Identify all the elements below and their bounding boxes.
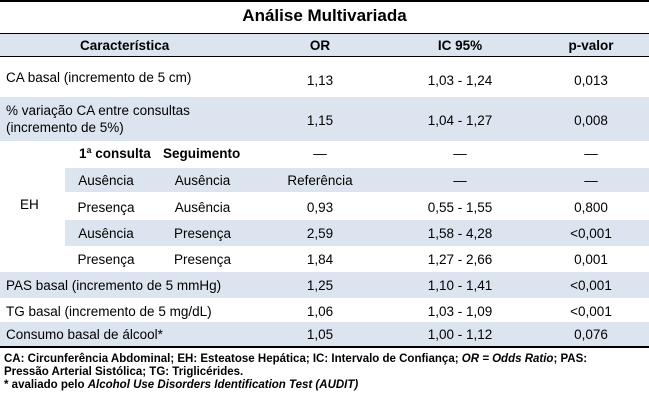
tg-ic: 1,03 - 1,09 bbox=[427, 304, 493, 319]
tg-p: <0,001 bbox=[570, 304, 612, 319]
eh-row-bg-3 bbox=[65, 220, 649, 246]
footnote-line3: * avaliado pelo Alcohol Use Disorders Id… bbox=[4, 379, 644, 392]
alcool-ic: 1,00 - 1,12 bbox=[427, 327, 493, 342]
eh-row4-follow: Presença bbox=[173, 252, 232, 267]
header-row bbox=[0, 34, 649, 56]
eh-row1-or: Referência bbox=[287, 173, 353, 188]
eh-row2-first: Presença bbox=[77, 200, 135, 215]
ca-basal-ic: 1,03 - 1,24 bbox=[427, 73, 493, 88]
eh-row2-or: 0,93 bbox=[306, 200, 334, 215]
footnote-line1: CA: Circunferência Abdominal; EH: Esteat… bbox=[4, 353, 644, 366]
footnote-audit-prefix: * avaliado pelo bbox=[4, 379, 88, 391]
alcool-or: 1,05 bbox=[306, 327, 334, 342]
eh-row4-or: 1,84 bbox=[306, 252, 334, 267]
header-rule bbox=[0, 56, 649, 57]
eh-row4-p: 0,001 bbox=[574, 252, 608, 267]
header-ic: IC 95% bbox=[437, 38, 483, 53]
eh-row1-follow: Ausência bbox=[174, 173, 231, 188]
ca-basal-label: CA basal (incremento de 5 cm) bbox=[6, 70, 192, 85]
pas-ic: 1,10 - 1,41 bbox=[427, 278, 493, 293]
table-title: Análise Multivariada bbox=[242, 6, 407, 25]
tg-or: 1,06 bbox=[306, 304, 334, 319]
eh-row4-first: Presença bbox=[77, 252, 135, 267]
ca-var-label-line2: (incremento de 5%) bbox=[6, 120, 124, 135]
eh-row3-follow: Presença bbox=[173, 226, 232, 241]
alcool-row bbox=[0, 322, 649, 346]
eh-row3-p: <0,001 bbox=[570, 226, 612, 241]
eh-label: EH bbox=[20, 197, 39, 212]
eh-row2-follow: Ausência bbox=[174, 200, 231, 215]
eh-subheader-first: 1ª consulta bbox=[79, 146, 151, 161]
pas-p: <0,001 bbox=[570, 278, 612, 293]
header-pvalue: p-valor bbox=[568, 38, 614, 53]
eh-row3-first: Ausência bbox=[78, 226, 134, 241]
footnote-pas-text: ; PAS: bbox=[553, 353, 588, 365]
footnote-line2: Pressão Arterial Sistólica; TG: Triglicé… bbox=[4, 366, 244, 378]
eh-row-bg-1 bbox=[65, 168, 649, 192]
pas-label: PAS basal (incremento de 5 mmHg) bbox=[6, 278, 222, 293]
ca-var-ic: 1,04 - 1,27 bbox=[427, 113, 493, 128]
eh-header-ic: — bbox=[453, 146, 467, 161]
eh-subheader-follow: Seguimento bbox=[163, 146, 241, 161]
ca-var-or: 1,15 bbox=[306, 113, 334, 128]
eh-row1-ic: — bbox=[453, 173, 467, 188]
pas-row bbox=[0, 272, 649, 298]
eh-row2-ic: 0,55 - 1,55 bbox=[427, 200, 493, 215]
top-rule bbox=[0, 0, 649, 2]
ca-var-p: 0,008 bbox=[574, 113, 608, 128]
alcool-label: Consumo basal de álcool* bbox=[6, 327, 163, 342]
eh-row2-p: 0,800 bbox=[574, 200, 608, 215]
ca-var-row bbox=[0, 97, 649, 141]
eh-row1-first: Ausência bbox=[78, 173, 134, 188]
tg-label: TG basal (incremento de 5 mg/dL) bbox=[6, 304, 212, 319]
header-or: OR bbox=[309, 38, 331, 53]
footnote-or-text: OR = Odds Ratio bbox=[461, 353, 554, 365]
header-characteristic: Característica bbox=[80, 38, 170, 53]
ca-var-label-line1: % variação CA entre consultas bbox=[6, 103, 190, 118]
eh-row3-or: 2,59 bbox=[306, 226, 334, 241]
bottom-rule bbox=[0, 346, 649, 348]
eh-row1-p: — bbox=[584, 173, 598, 188]
ca-basal-p: 0,013 bbox=[574, 73, 608, 88]
eh-row3-ic: 1,58 - 4,28 bbox=[427, 226, 493, 241]
eh-header-or: — bbox=[313, 146, 327, 161]
pas-or: 1,25 bbox=[306, 278, 334, 293]
footnote-abbrev-text: CA: Circunferência Abdominal; EH: Esteat… bbox=[4, 353, 462, 365]
footnote-audit-text: Alcohol Use Disorders Identification Tes… bbox=[87, 379, 359, 391]
eh-row4-ic: 1,27 - 2,66 bbox=[427, 252, 493, 267]
eh-header-p: — bbox=[584, 146, 598, 161]
alcool-p: 0,076 bbox=[574, 327, 608, 342]
title-rule bbox=[0, 33, 649, 34]
ca-basal-or: 1,13 bbox=[306, 73, 334, 88]
